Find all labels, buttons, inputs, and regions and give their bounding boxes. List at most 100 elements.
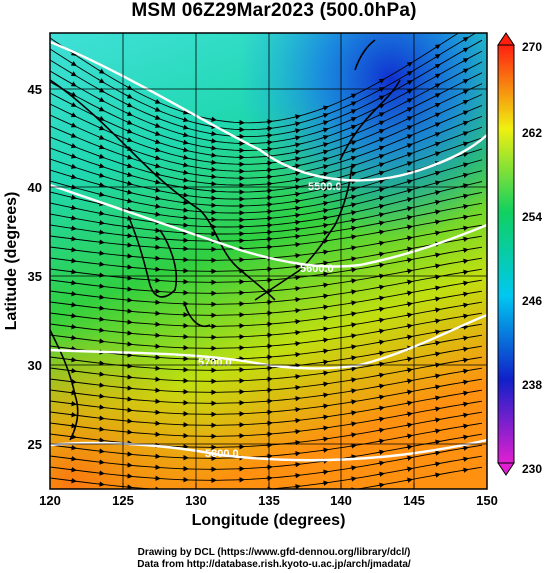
wind-arrow [125,111,133,116]
y-tick-label: 40 [28,180,42,195]
wind-arrow [433,252,441,258]
wind-arrow [405,206,413,212]
wind-arrow [97,115,105,121]
wind-arrow [98,495,104,496]
wind-arrow [69,122,77,128]
wind-arrow [293,472,301,479]
wind-arrow [293,373,301,380]
wind-arrow [405,301,413,307]
wind-arrow [433,340,441,346]
wind-arrow [181,124,189,130]
wind-arrow [97,294,105,300]
wind-arrow [97,393,105,399]
wind-arrow [293,233,301,240]
wind-arrow [405,268,413,274]
colorbar: 230 238 246 254 262 270 [497,32,542,476]
wind-arrow [153,163,161,169]
wind-arrow [125,119,133,125]
wind-arrow [349,344,357,350]
wind-arrow [181,162,189,168]
wind-arrow [125,385,133,391]
x-tick-label: 135 [258,493,280,508]
wind-arrow [433,151,441,157]
wind-arrow [69,302,77,308]
wind-arrow [405,323,413,329]
wind-arrow [321,414,329,420]
wind-arrow [349,217,357,224]
wind-arrow [377,112,385,118]
wind-arrow [69,456,77,462]
wind-arrow [153,203,161,209]
wind-arrow [125,137,133,143]
wind-arrow [349,267,357,273]
wind-arrow [461,214,469,220]
wind-arrow [321,271,329,277]
y-axis-label: Latitude (degrees) [3,191,20,331]
wind-arrow [461,291,469,297]
wind-arrow [69,60,77,67]
wind-arrow [405,246,413,252]
wind-arrow [69,313,77,319]
wind-arrow [125,180,133,186]
wind-arrow [405,116,413,122]
wind-arrow [181,117,189,123]
wind-arrow [293,450,301,457]
wind-arrow [433,406,441,412]
wind-arrow [405,61,413,68]
wind-arrow [97,134,105,140]
wind-arrow [433,351,441,357]
wind-arrow [97,316,105,322]
wind-arrow [433,209,441,215]
wind-arrow [125,198,133,204]
wind-arrow [69,153,77,159]
wind-arrow [293,307,301,314]
wind-arrow [433,472,441,478]
wind-arrow [125,297,133,303]
wind-arrow [377,361,385,367]
wind-arrow [125,232,133,239]
wind-arrow [293,212,301,219]
wind-arrow [69,368,77,374]
wind-arrow [433,318,441,324]
wind-arrow [461,467,469,473]
wind-arrow [125,319,133,325]
wind-arrow [377,195,385,201]
wind-arrow [349,289,357,295]
wind-arrow [293,163,301,169]
wind-arrow [461,412,469,418]
wind-arrow [321,469,329,475]
wind-arrow [349,366,357,372]
wind-arrow [349,388,357,394]
wind-arrow [461,280,469,286]
wind-arrow [377,212,385,218]
wind-arrow [461,68,469,74]
wind-arrow [321,392,329,398]
wind-arrow [293,483,301,489]
wind-arrow [405,466,413,472]
wind-arrow [461,110,469,116]
wind-arrow [349,377,357,383]
wind-arrow [293,406,301,413]
wind-arrow [433,417,441,423]
wind-arrow [377,262,385,268]
wind-arrow [97,360,105,366]
wind-arrow [461,269,469,275]
wind-arrow [69,143,77,149]
colorbar-tick-label: 238 [522,378,542,392]
wind-arrow [97,283,105,289]
wind-arrow [377,372,385,378]
wind-arrow [153,147,161,153]
wind-arrow [433,93,441,99]
wind-arrow [293,142,301,148]
wind-arrow [293,417,301,424]
wind-arrow [461,151,469,158]
wind-arrow [181,132,189,138]
colorbar-tick-label: 270 [522,40,542,54]
wind-arrow [293,329,301,336]
wind-arrow [125,330,133,336]
wind-arrow [405,215,413,221]
wind-arrow [97,327,105,333]
wind-arrow [153,227,161,234]
wind-arrow [181,207,189,213]
wind-arrow [97,305,105,311]
